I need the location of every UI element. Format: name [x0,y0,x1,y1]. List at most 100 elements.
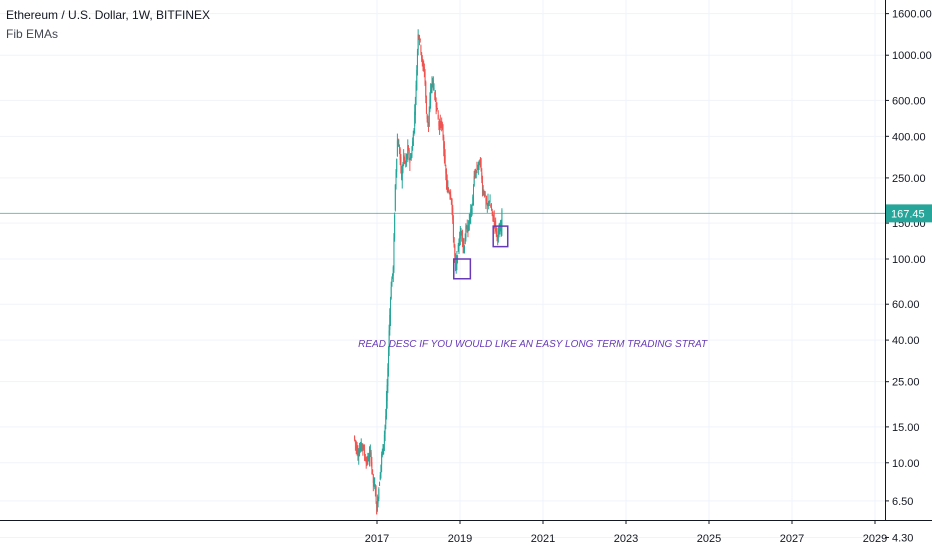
candle-body [414,111,416,127]
candle [443,141,445,164]
candle [484,190,486,198]
candle-body [499,230,501,235]
candle [491,208,493,216]
candle [497,234,499,246]
candle-body [463,244,465,251]
candle-body [359,447,361,451]
candle [488,200,490,207]
candle [382,443,384,456]
candle-body [459,237,461,245]
candle [405,153,407,167]
candle-body [364,450,366,456]
candle-body [413,128,415,134]
candle [415,80,417,105]
candle-body [393,237,395,270]
candle [486,195,488,205]
candle [376,501,378,515]
symbol-title: Ethereum / U.S. Dollar, 1W, BITFINEX [6,8,211,22]
candle [377,496,379,508]
candle-body [498,229,500,232]
candle [434,91,436,101]
candle [428,106,430,128]
candle-body [402,164,404,173]
candle [425,80,427,104]
candle-body [403,157,405,159]
candle [423,63,425,78]
candle [392,273,394,279]
candle-body [468,220,470,225]
candle [359,442,361,453]
candle-body [497,236,499,239]
candle [490,203,492,208]
candle [396,158,398,178]
candle-body [428,122,430,126]
candle [389,296,391,327]
candle-body [430,90,432,103]
candle [423,60,425,72]
candle-body [421,52,423,59]
candle [426,113,428,123]
candle [439,114,441,131]
candle-body [400,157,402,166]
candle-body [488,201,490,203]
candle [360,438,362,452]
annotation-text[interactable]: READ DESC IF YOU WOULD LIKE AN EASY LONG… [358,339,708,350]
price-axis[interactable]: 4.30 6.50 10.00 15.00 25.00 40.00 60.00 100.00 1… [885,0,932,544]
candle-body [490,207,492,210]
candle [425,95,427,114]
candle-body [441,123,443,129]
candle-body [474,175,476,177]
candle [374,477,376,490]
candle-body [451,198,453,211]
candle-body [427,115,429,123]
candle-body [417,34,419,50]
candle [409,157,411,171]
candle [431,76,433,94]
candle [397,138,399,147]
candle-body [481,181,483,193]
candle [358,448,360,465]
candle-body [409,160,411,163]
annotation-box[interactable] [453,258,472,280]
candle-body [405,161,407,165]
candle-body [439,121,441,125]
candle [410,153,412,160]
candle [416,48,418,76]
candle-body [475,170,477,172]
candle [401,166,403,181]
candle [374,484,376,497]
candle [365,456,367,469]
annotation-layer[interactable]: READ DESC IF YOU WOULD LIKE AN EASY LONG… [358,225,708,350]
time-axis[interactable]: 2017 2019 2021 2023 2025 2027 2029 [365,520,887,545]
candle [405,160,407,168]
candle [470,204,472,225]
candle-body [388,330,390,350]
candle [445,164,447,181]
indicator-label[interactable]: Fib EMAs [6,27,59,41]
candle-body [489,201,491,203]
candle-body [385,415,387,424]
x-tick-label: 2017 [365,533,389,545]
candle [480,157,482,172]
annotation-box[interactable] [492,225,509,248]
candle [484,191,486,197]
candle [356,442,358,456]
candle [448,189,450,195]
candle-body [381,450,383,455]
candle [437,110,439,120]
candle [495,217,497,232]
candle [402,161,404,174]
candle-body [421,58,423,63]
candle [380,464,382,479]
candle-body [452,207,454,220]
candle [487,193,489,207]
candle [483,189,485,196]
candle [457,242,459,252]
candle-body [401,169,403,181]
candle-body [367,456,369,462]
candle-body [435,103,437,107]
candle [479,157,481,168]
candle-body [370,452,372,464]
